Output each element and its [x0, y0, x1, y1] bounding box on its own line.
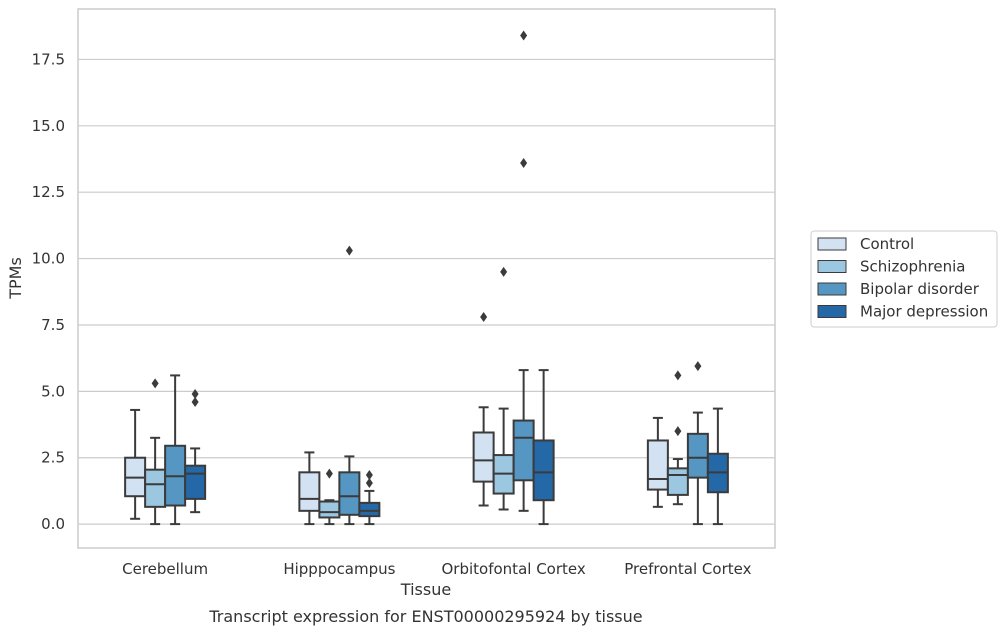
box-0-1 [144, 378, 167, 526]
box-iqr [338, 471, 361, 516]
outlier-point [365, 469, 373, 480]
box-2-2 [512, 30, 535, 512]
box-2-1 [492, 266, 515, 511]
y-tick-label: 2.5 [41, 449, 65, 467]
x-tick-label: Orbitofontal Cortex [442, 560, 586, 578]
box-2-3 [532, 369, 555, 526]
box-iqr [686, 432, 709, 479]
box-0-0 [124, 408, 147, 520]
outlier-point [365, 477, 373, 488]
box-3-3 [706, 407, 729, 526]
outlier-point [500, 266, 508, 277]
box-0-2 [164, 374, 187, 526]
y-tick-labels: 0.0 2.5 5.0 7.5 10.0 12.5 15.0 17.5 [32, 50, 65, 533]
outlier-point [480, 312, 488, 322]
y-tick-label: 10.0 [32, 250, 65, 268]
legend-swatch [817, 260, 847, 273]
box-1-1 [318, 468, 341, 526]
box-iqr [512, 419, 535, 482]
legend-label: Major depression [860, 303, 988, 321]
chart-caption: Transcript expression for ENST0000029592… [208, 607, 642, 626]
y-tick-label: 7.5 [41, 316, 65, 334]
box-1-3 [358, 469, 381, 526]
legend-label: Bipolar disorder [860, 280, 980, 298]
legend-frame [810, 230, 998, 328]
legend-swatch [817, 237, 847, 251]
box-iqr [184, 464, 207, 500]
box-iqr [144, 468, 167, 508]
box-iqr [666, 467, 689, 496]
outlier-point [151, 378, 159, 389]
legend-label: Control [860, 235, 914, 253]
boxes [124, 30, 729, 526]
box-2-0 [472, 312, 495, 507]
outlier-point [520, 30, 528, 41]
box-iqr [472, 431, 495, 483]
box-iqr [646, 439, 669, 491]
y-axis-label: TPMs [6, 257, 25, 300]
box-0-3 [184, 389, 207, 514]
y-tick-label: 12.5 [32, 183, 65, 201]
x-axis-label: Tissue [400, 580, 451, 599]
legend-swatch [817, 282, 847, 296]
plot-area-frame [77, 8, 776, 549]
box-3-2 [686, 361, 709, 526]
x-tick-labels: Cerebellum Hipppocampus Orbitofontal Corte… [122, 560, 751, 578]
box-iqr [358, 501, 381, 518]
legend-label: Schizophrenia [860, 258, 965, 276]
outlier-point [191, 389, 199, 399]
box-iqr [532, 439, 555, 502]
outlier-point [674, 370, 682, 381]
legend: Control Schizophrenia Bipolar disorder Majo… [810, 230, 998, 328]
legend-swatch [817, 305, 847, 318]
y-tick-label: 0.0 [41, 515, 65, 533]
y-tick-label: 17.5 [32, 50, 65, 68]
outlier-point [325, 468, 333, 479]
y-tick-label: 15.0 [32, 117, 65, 135]
box-1-2 [338, 245, 361, 526]
x-tick-label: Hipppocampus [283, 560, 395, 578]
outlier-point [191, 396, 199, 407]
outlier-point [345, 245, 353, 256]
box-iqr [318, 500, 341, 519]
box-3-1 [666, 370, 689, 506]
outlier-point [674, 426, 682, 437]
x-tick-label: Cerebellum [122, 560, 208, 578]
outlier-point [520, 158, 528, 168]
box-3-0 [646, 416, 669, 508]
y-tick-label: 5.0 [41, 382, 65, 400]
x-tick-label: Prefrontal Cortex [624, 560, 751, 578]
box-1-0 [298, 451, 321, 526]
outlier-point [694, 361, 702, 372]
box-iqr [298, 471, 321, 512]
